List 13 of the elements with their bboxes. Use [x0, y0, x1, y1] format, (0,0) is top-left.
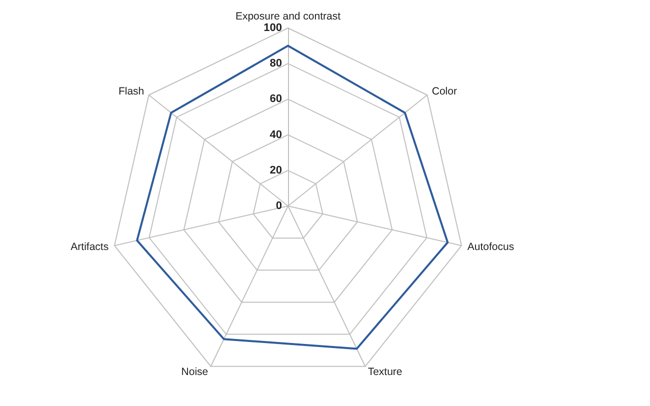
- y-tick-label: 0: [276, 200, 282, 212]
- spoke-label: Color: [432, 85, 458, 98]
- spoke-label: Autofocus: [467, 240, 514, 253]
- spoke-label: Texture: [368, 366, 402, 378]
- spoke-label: Flash: [118, 85, 144, 98]
- spoke-label: Noise: [181, 366, 208, 378]
- y-tick-label: 60: [270, 93, 282, 106]
- y-tick-label: 100: [264, 22, 282, 34]
- spoke-label: Exposure and contrast: [235, 10, 341, 22]
- y-tick-label: 20: [270, 164, 282, 176]
- spoke-label: Artifacts: [70, 240, 109, 253]
- y-tick-label: 80: [270, 58, 282, 70]
- y-tick-label: 40: [270, 128, 282, 141]
